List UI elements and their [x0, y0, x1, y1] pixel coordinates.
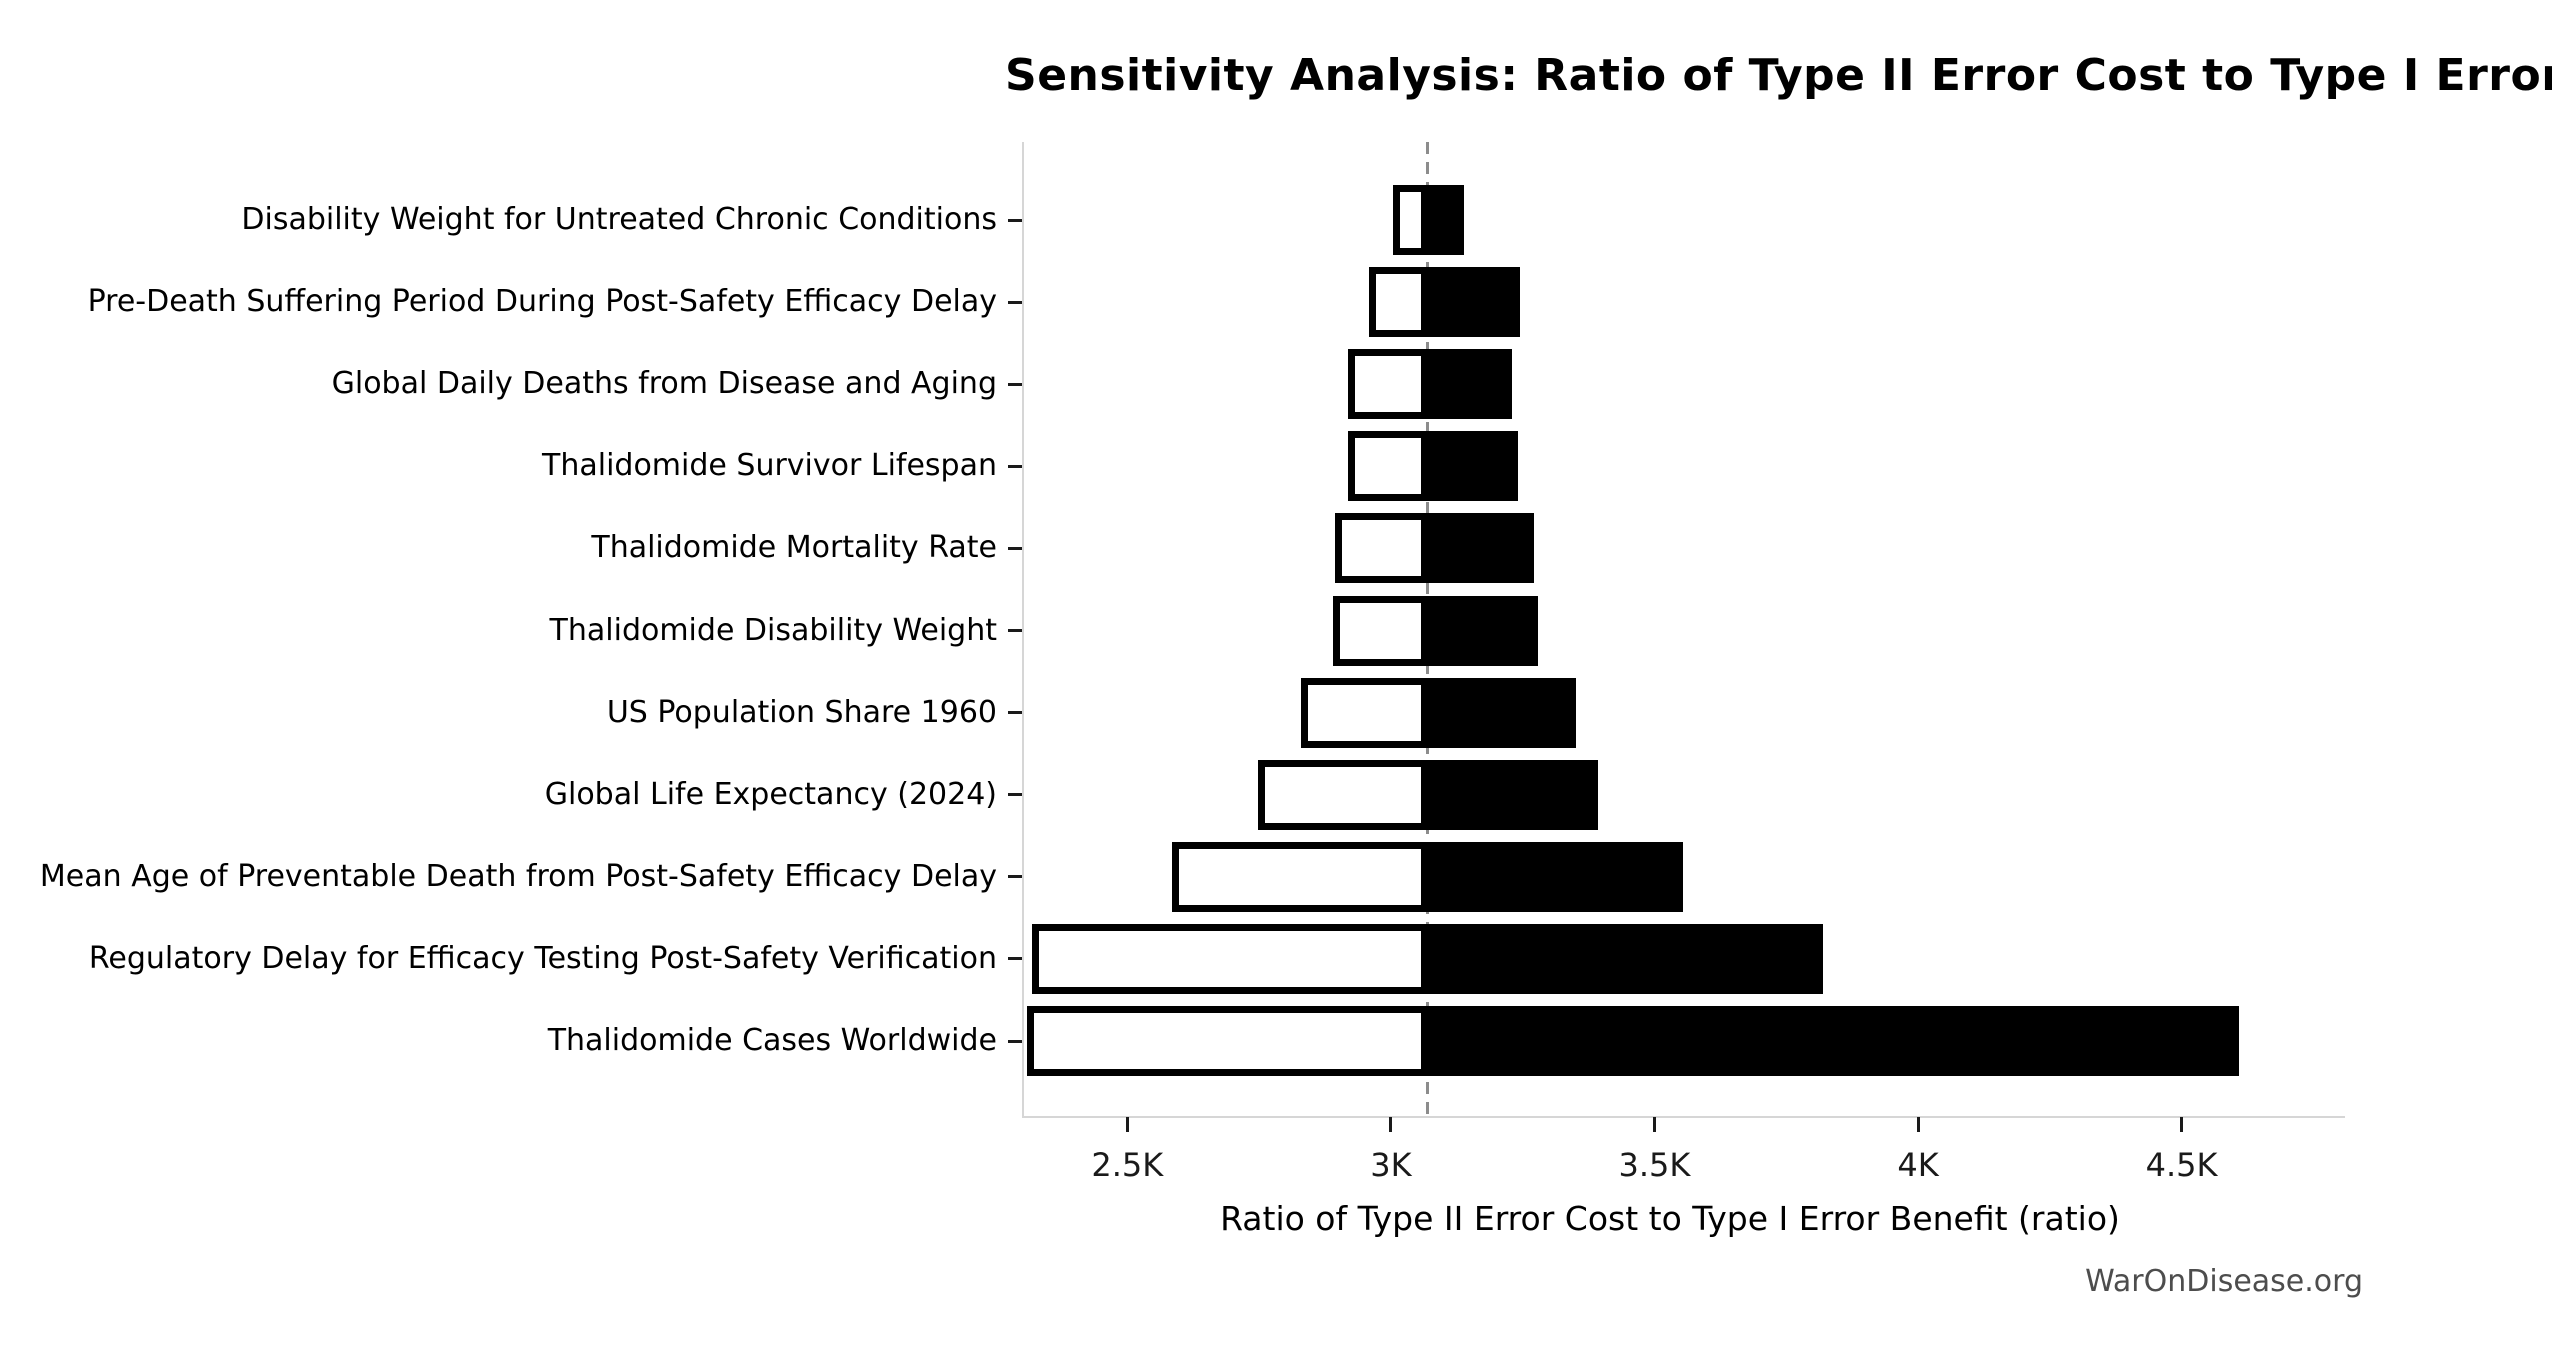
high-value-bar — [1427, 923, 1824, 994]
low-value-bar — [1301, 677, 1428, 748]
low-value-bar — [1032, 923, 1428, 994]
high-value-bar — [1427, 595, 1538, 666]
high-value-bar — [1427, 185, 1465, 255]
x-tick-mark — [2180, 1117, 2184, 1132]
category-label: Thalidomide Mortality Rate — [591, 530, 997, 566]
y-tick-mark — [1008, 464, 1022, 468]
x-tick-label: 4.5K — [2145, 1146, 2218, 1184]
category-label: Pre-Death Suffering Period During Post-S… — [87, 284, 997, 320]
low-value-bar — [1171, 841, 1428, 912]
low-value-bar — [1348, 349, 1428, 420]
y-tick-mark — [1008, 711, 1022, 715]
low-value-bar — [1392, 185, 1428, 255]
y-tick-mark — [1008, 382, 1022, 386]
x-tick-label: 3.5K — [1618, 1146, 1691, 1184]
y-tick-mark — [1008, 546, 1022, 550]
category-label: Global Daily Deaths from Disease and Agi… — [331, 366, 997, 402]
x-tick-mark — [1652, 1117, 1656, 1132]
high-value-bar — [1427, 349, 1512, 420]
low-value-bar — [1348, 431, 1428, 502]
watermark: WarOnDisease.org — [2085, 1264, 2363, 1299]
y-tick-mark — [1008, 1039, 1022, 1043]
x-axis-label: Ratio of Type II Error Cost to Type I Er… — [1220, 1199, 2120, 1238]
low-value-bar — [1026, 1006, 1428, 1076]
high-value-bar — [1427, 431, 1519, 502]
low-value-bar — [1257, 759, 1428, 830]
low-value-bar — [1333, 595, 1428, 666]
category-label: Disability Weight for Untreated Chronic … — [241, 202, 997, 237]
y-tick-mark — [1008, 300, 1022, 304]
category-label: Mean Age of Preventable Death from Post-… — [39, 858, 997, 894]
high-value-bar — [1427, 677, 1577, 748]
high-value-bar — [1427, 759, 1599, 830]
y-tick-mark — [1008, 957, 1022, 961]
x-tick-mark — [1125, 1117, 1129, 1132]
category-label: Regulatory Delay for Efficacy Testing Po… — [88, 940, 997, 976]
x-tick-label: 4K — [1897, 1146, 1939, 1184]
category-label: US Population Share 1960 — [606, 694, 997, 730]
y-tick-mark — [1008, 875, 1022, 879]
y-tick-mark — [1008, 629, 1022, 632]
category-label: Thalidomide Cases Worldwide — [547, 1023, 997, 1058]
high-value-bar — [1427, 1006, 2240, 1076]
bottom-spine — [1022, 1116, 2345, 1118]
y-tick-mark — [1008, 218, 1022, 222]
category-label: Global Life Expectancy (2024) — [544, 776, 997, 812]
high-value-bar — [1427, 267, 1521, 338]
low-value-bar — [1369, 267, 1428, 338]
x-tick-mark — [1916, 1117, 1920, 1132]
high-value-bar — [1427, 513, 1535, 584]
left-spine — [1022, 142, 1024, 1117]
x-tick-label: 2.5K — [1091, 1146, 1164, 1184]
high-value-bar — [1427, 841, 1683, 912]
category-label: Thalidomide Survivor Lifespan — [542, 448, 997, 484]
x-tick-mark — [1389, 1117, 1393, 1132]
x-tick-label: 3K — [1370, 1146, 1412, 1184]
chart-title: Sensitivity Analysis: Ratio of Type II E… — [1005, 50, 2552, 101]
low-value-bar — [1335, 513, 1428, 584]
y-tick-mark — [1008, 793, 1022, 797]
category-label: Thalidomide Disability Weight — [549, 612, 997, 648]
